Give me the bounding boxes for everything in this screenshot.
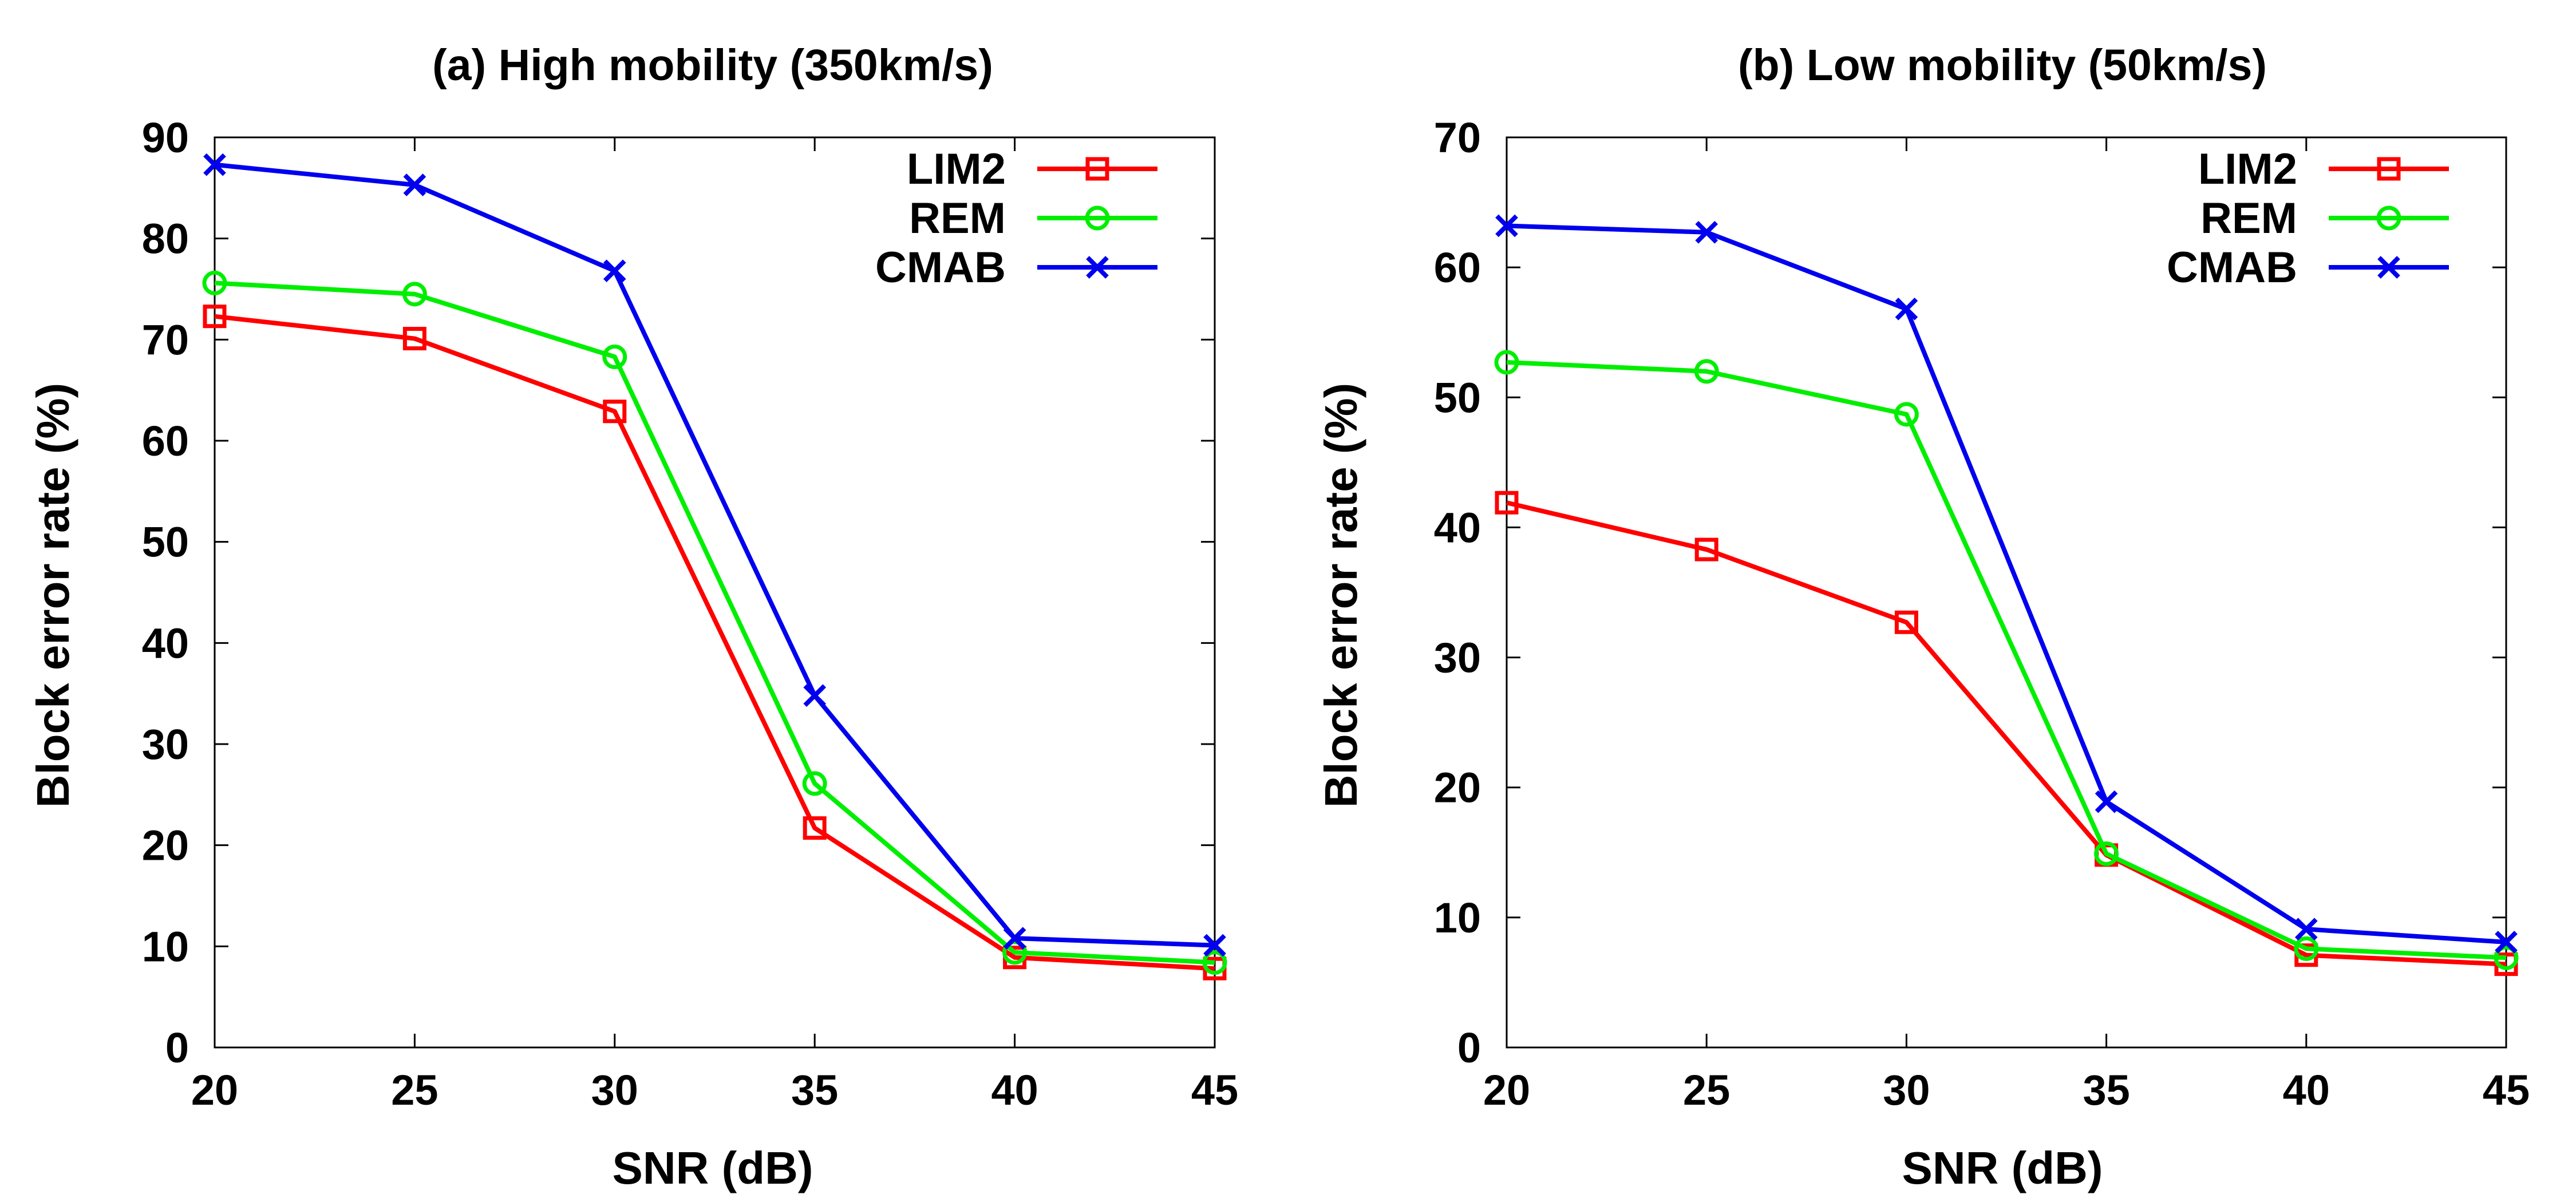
y-tick-label-a: 0 [165,1024,189,1071]
data-point-cmab-b [1495,214,1518,238]
data-point-cmab-a [603,259,626,283]
plot-frame-b [1506,136,2507,1049]
y-tick-label-a: 60 [142,417,189,465]
data-point-cmab-a [803,684,827,707]
x-axis-label-a: SNR (dB) [612,1142,813,1193]
data-point-cmab-b [2095,790,2118,813]
x-tick-label-b: 35 [2083,1066,2129,1114]
data-point-rem-b [2294,936,2319,961]
data-point-rem-a [802,771,827,796]
chart-title-a: (a) High mobility (350km/s) [432,41,993,90]
x-tick-label-b: 45 [2483,1066,2530,1114]
x-tick-label-a: 25 [391,1066,438,1114]
legend-label-cmab-b: CMAB [2167,243,2297,292]
legend-label-lim2-b: LIM2 [2198,145,2297,193]
data-point-cmab-b [2294,918,2318,941]
y-tick-label-b: 0 [1457,1024,1481,1071]
data-point-lim2-a [203,305,227,329]
y-tick-label-a: 50 [142,519,189,566]
series-line-lim2-a [214,314,1215,971]
data-point-cmab-a [1203,934,1226,957]
plot-frame-a [214,136,1216,1049]
x-tick-label-b: 25 [1683,1066,1730,1114]
legend-label-rem-b: REM [2200,194,2297,243]
y-tick-label-a: 10 [142,923,189,970]
x-axis-label-b: SNR (dB) [1902,1142,2103,1193]
data-point-cmab-b [2495,931,2518,954]
series-line-rem-a [214,280,1215,965]
y-tick-label-a: 20 [142,822,189,869]
data-point-lim2-b [1495,491,1519,515]
series-line-rem-b [1506,359,2507,960]
data-point-rem-a [402,282,427,307]
y-tick-label-a: 80 [142,215,189,263]
data-point-rem-b [2494,945,2519,970]
y-tick-label-a: 30 [142,721,189,768]
x-tick-label-b: 20 [1483,1066,1530,1114]
data-point-lim2-a [603,400,627,424]
data-point-lim2-a [803,816,827,840]
data-point-lim2-a [402,327,426,351]
y-tick-label-b: 70 [1434,114,1481,161]
legend-marker-rem-b [2376,205,2401,231]
series-line-cmab-b [1506,223,2507,945]
data-point-rem-b [2094,841,2119,867]
y-tick-label-b: 20 [1434,764,1481,812]
y-tick-label-b: 50 [1434,374,1481,421]
data-point-cmab-a [1003,927,1026,950]
chart-panel-b: (b) Low mobility (50km/s) SNR (dB) Block… [1315,41,2530,1193]
data-point-rem-a [202,270,227,295]
x-tick-label-a: 40 [991,1066,1038,1114]
series-line-cmab-a [214,162,1215,948]
chart-title-b: (b) Low mobility (50km/s) [1738,41,2267,90]
data-point-lim2-b [1894,610,1918,634]
data-point-rem-a [1002,940,1028,965]
x-tick-label-a: 45 [1191,1066,1238,1114]
data-point-rem-b [1694,359,1719,384]
data-point-rem-b [1894,402,1919,427]
data-point-cmab-a [203,153,226,176]
legend-marker-cmab-b [2377,256,2400,279]
legend-marker-rem-a [1085,205,1110,231]
plot-area-a: 0 10 20 30 40 50 60 70 80 90 20 25 30 35 40 45 LIM2REMCM… [142,114,1238,1114]
x-tick-label-a: 35 [791,1066,838,1114]
data-point-rem-a [602,344,627,369]
y-tick-label-b: 10 [1434,894,1481,942]
y-axis-label-a: Block error rate (%) [27,383,78,808]
data-point-cmab-a [403,173,426,196]
x-tick-label-a: 30 [591,1066,638,1114]
data-point-cmab-b [1895,298,1918,321]
x-tick-label-a: 20 [191,1066,238,1114]
x-tick-label-b: 40 [2283,1066,2330,1114]
data-point-rem-a [1202,950,1227,975]
series-line-lim2-b [1506,500,2507,967]
data-point-cmab-b [1695,220,1718,244]
legend-marker-lim2-a [1085,157,1109,181]
data-point-lim2-b [1694,537,1718,562]
y-tick-label-b: 60 [1434,244,1481,291]
y-tick-label-b: 40 [1434,504,1481,551]
y-tick-label-a: 70 [142,316,189,363]
chart-panel-a: (a) High mobility (350km/s) SNR (dB) Blo… [27,41,1238,1193]
legend-label-cmab-a: CMAB [875,243,1006,292]
y-tick-label-a: 40 [142,619,189,667]
legend-label-lim2-a: LIM2 [907,145,1006,193]
x-tick-label-b: 30 [1883,1066,1930,1114]
y-tick-label-b: 30 [1434,634,1481,682]
legend-marker-cmab-a [1086,256,1109,279]
data-point-rem-b [1494,350,1519,375]
y-tick-label-a: 90 [142,114,189,161]
legend-marker-lim2-b [2377,157,2401,181]
legend-label-rem-a: REM [909,194,1006,243]
y-axis-label-b: Block error rate (%) [1315,383,1366,808]
